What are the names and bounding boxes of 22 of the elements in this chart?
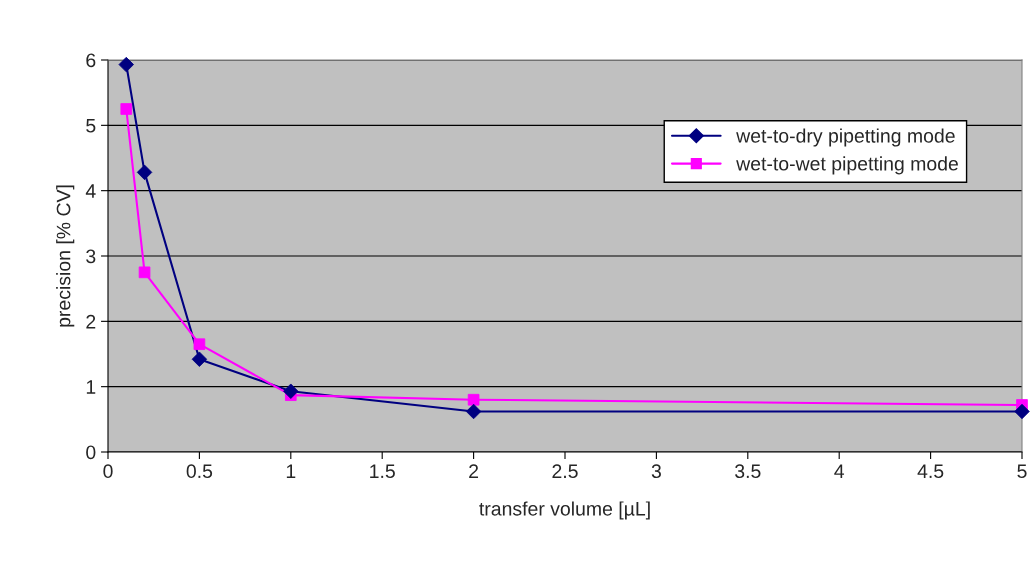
legend-label: wet-to-wet pipetting mode bbox=[736, 156, 958, 175]
x-tick-label: 2.5 bbox=[552, 464, 578, 479]
x-axis-title: transfer volume [µL] bbox=[479, 501, 650, 520]
x-tick-label: 3 bbox=[651, 464, 661, 479]
x-tick-label: 1.5 bbox=[370, 464, 395, 479]
x-tick-label: 2 bbox=[469, 464, 479, 478]
y-tick-label: 1 bbox=[86, 380, 96, 394]
x-tick-label: 3.5 bbox=[735, 464, 761, 479]
y-tick-label: 5 bbox=[86, 119, 96, 133]
x-tick-label: 0 bbox=[103, 464, 113, 479]
x-tick-label: 0.5 bbox=[186, 464, 213, 479]
x-tick-label: 1 bbox=[286, 464, 296, 478]
x-tick-label: 4.5 bbox=[917, 464, 944, 479]
y-tick-label: 2 bbox=[86, 314, 96, 329]
y-axis-title: precision [% CV] bbox=[56, 185, 75, 327]
x-tick-label: 4 bbox=[834, 464, 845, 478]
y-tick-label: 6 bbox=[86, 53, 96, 68]
y-tick-label: 4 bbox=[85, 184, 96, 198]
y-tick-label: 3 bbox=[86, 249, 96, 264]
x-tick-label: 5 bbox=[1017, 464, 1027, 479]
legend-label: wet-to-dry pipetting mode bbox=[736, 128, 955, 147]
y-tick-label: 0 bbox=[86, 445, 96, 460]
